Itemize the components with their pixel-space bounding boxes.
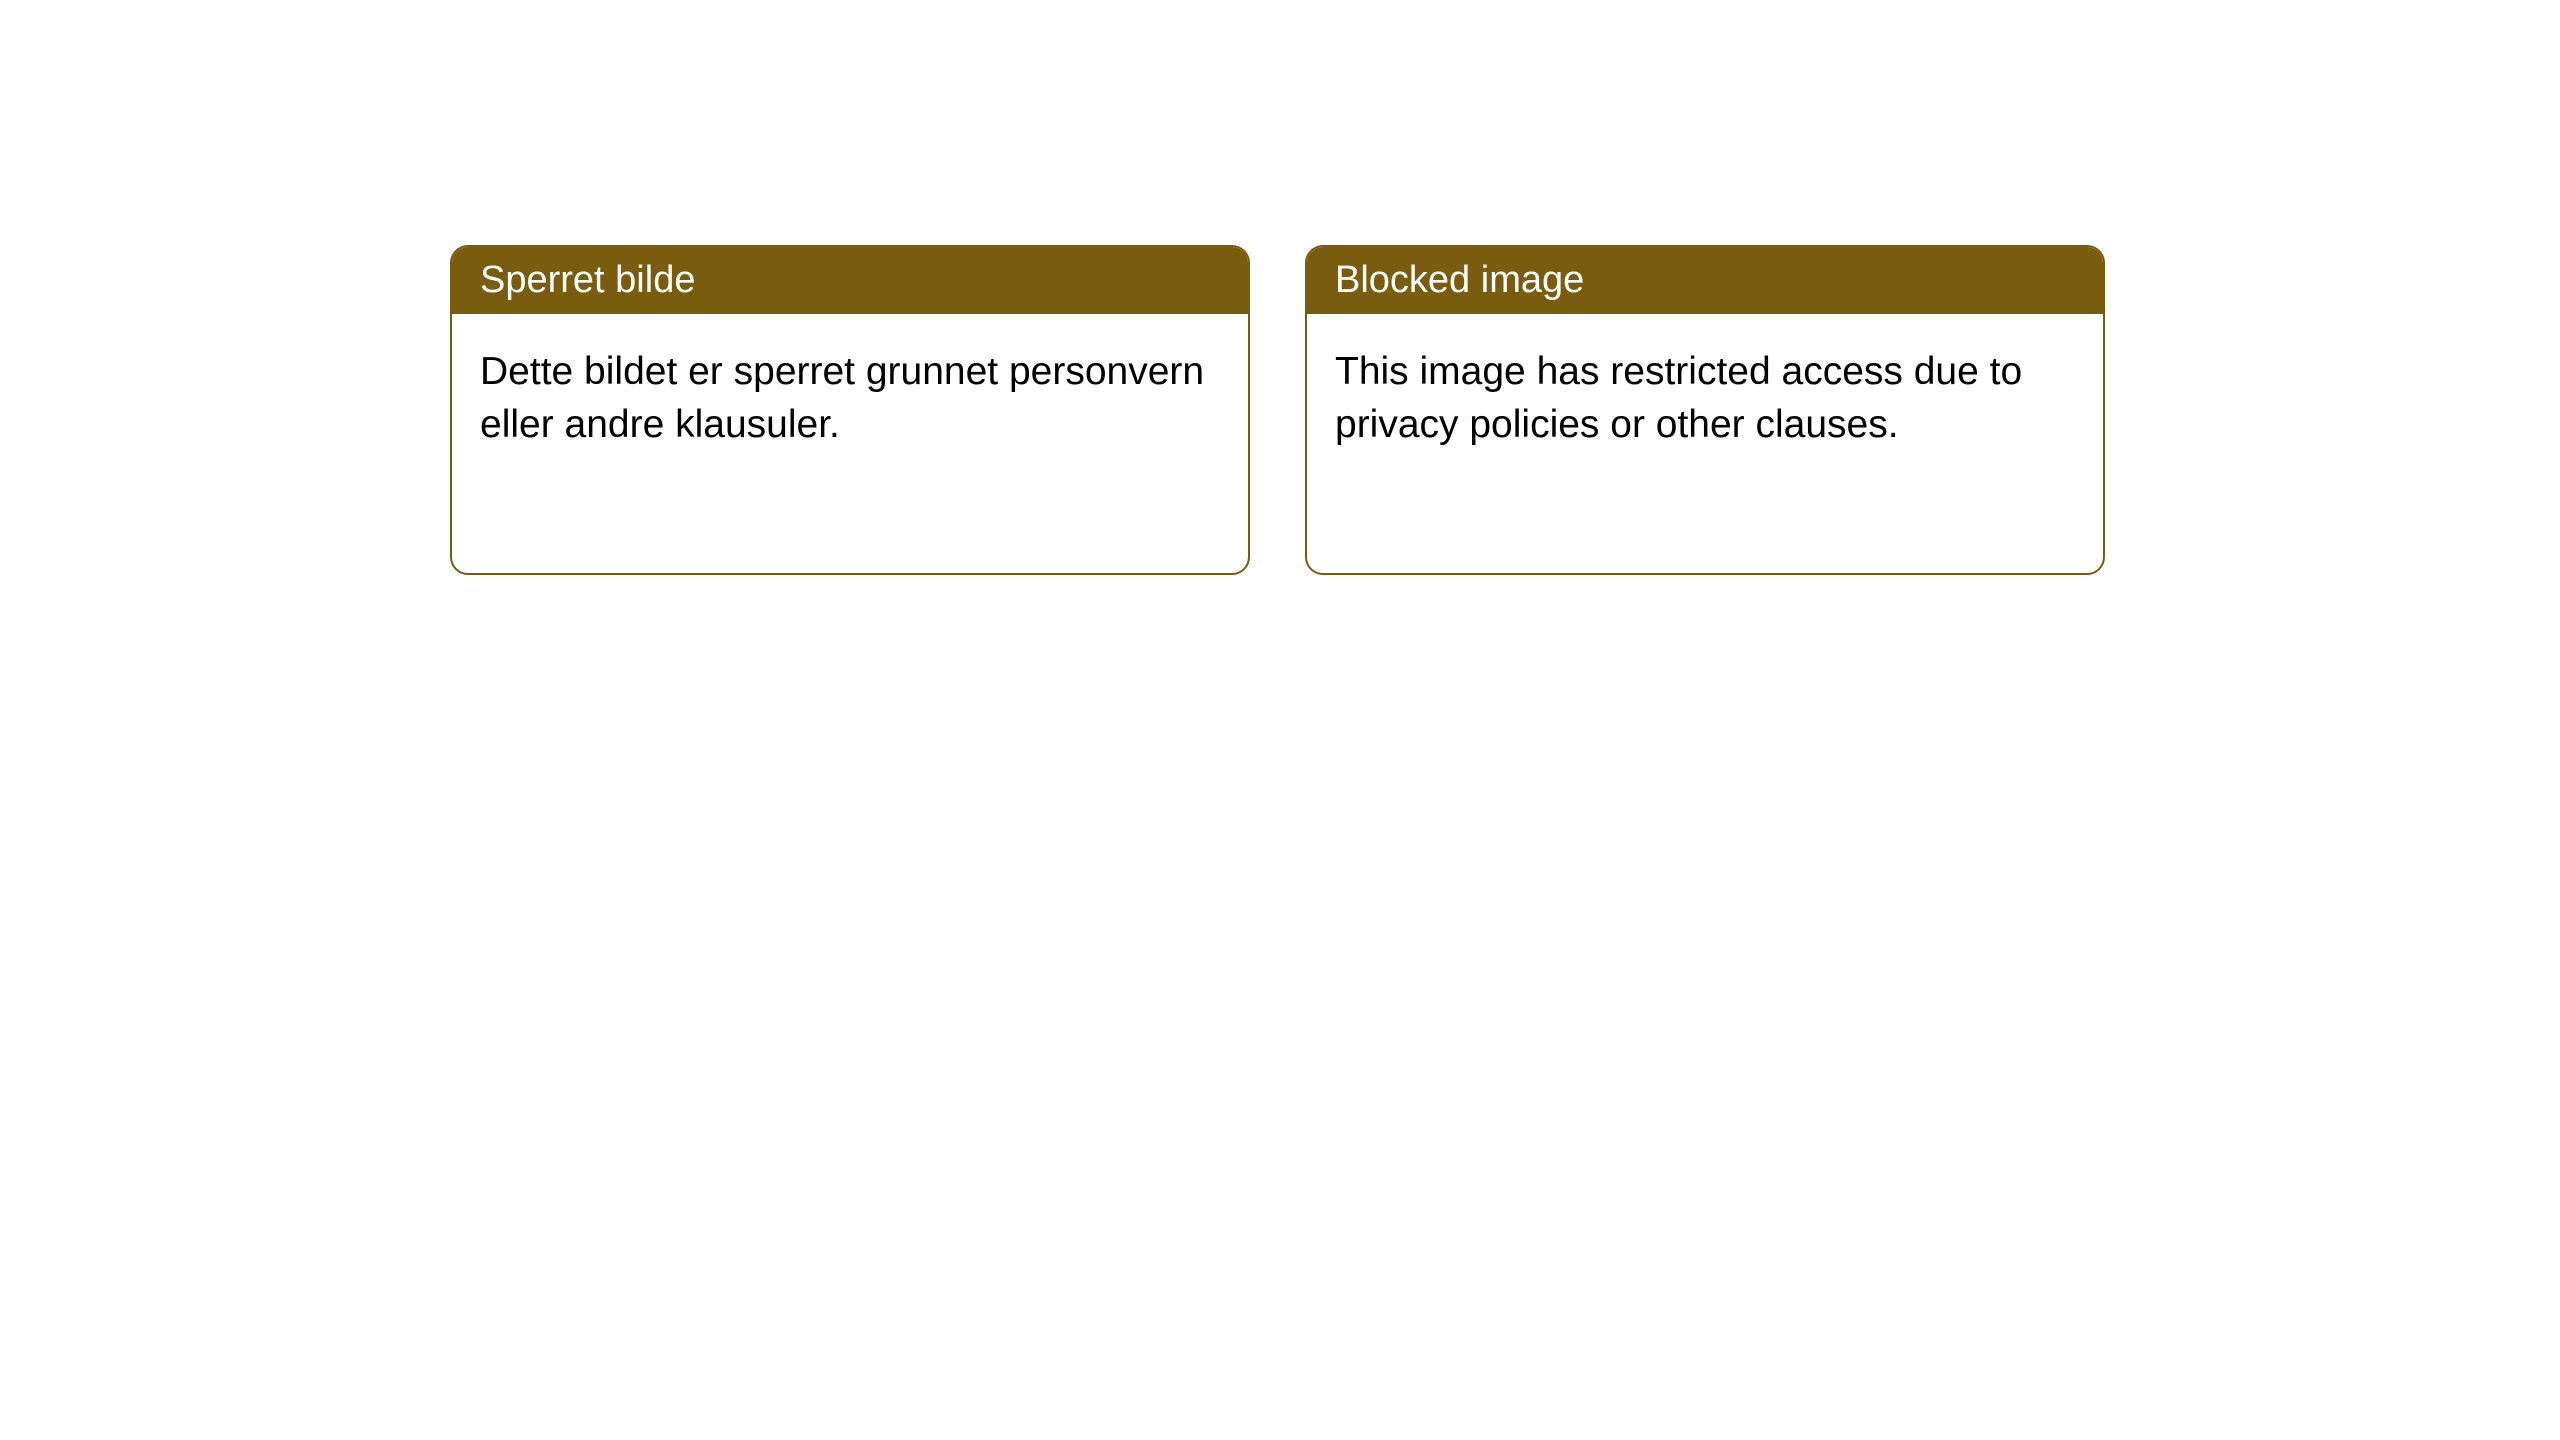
card-body-text: Dette bildet er sperret grunnet personve… — [480, 350, 1204, 446]
notice-card-english: Blocked image This image has restricted … — [1305, 245, 2105, 575]
notice-container: Sperret bilde Dette bildet er sperret gr… — [450, 245, 2105, 575]
card-body: Dette bildet er sperret grunnet personve… — [452, 314, 1248, 483]
card-body-text: This image has restricted access due to … — [1335, 350, 2022, 446]
card-header: Blocked image — [1307, 247, 2103, 314]
card-title: Sperret bilde — [480, 259, 695, 301]
card-title: Blocked image — [1335, 259, 1584, 301]
card-header: Sperret bilde — [452, 247, 1248, 314]
card-body: This image has restricted access due to … — [1307, 314, 2103, 483]
notice-card-norwegian: Sperret bilde Dette bildet er sperret gr… — [450, 245, 1250, 575]
